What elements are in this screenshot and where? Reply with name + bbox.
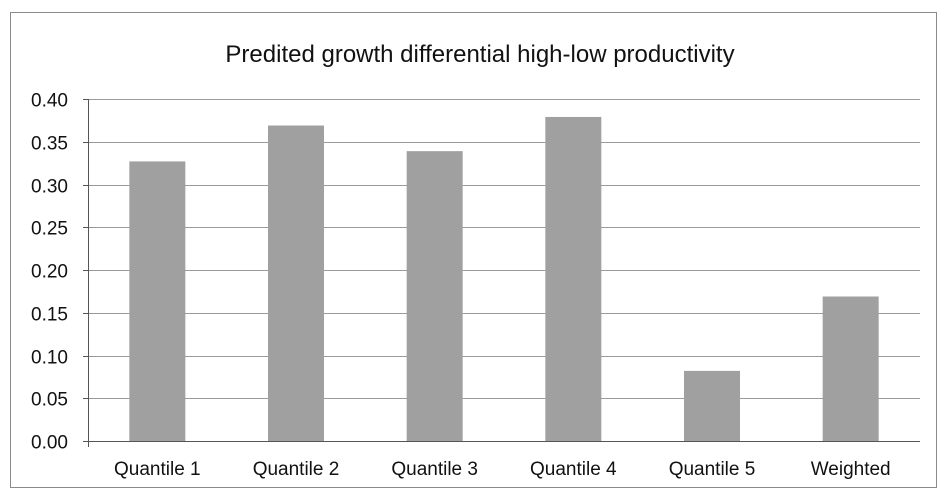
- y-tick-label: 0.35: [31, 134, 68, 155]
- x-category-label: Weighted: [811, 459, 891, 480]
- bar-quantile-2: [268, 126, 324, 441]
- bar-quantile-3: [407, 151, 463, 441]
- y-tick-label: 0.25: [31, 219, 68, 240]
- bar-quantile-1: [129, 161, 185, 441]
- chart-title: Predited growth differential high-low pr…: [225, 41, 734, 68]
- y-tick-label: 0.00: [31, 433, 68, 454]
- x-category-label: Quantile 2: [253, 459, 340, 480]
- x-category-label: Quantile 5: [669, 459, 756, 480]
- x-category-label: Quantile 1: [114, 459, 201, 480]
- y-tick-label: 0.40: [31, 91, 68, 112]
- bar-weighted: [823, 297, 879, 441]
- bar-quantile-5: [684, 371, 740, 441]
- bar-quantile-4: [545, 117, 601, 441]
- y-axis-tick-labels: 0.00 0.05 0.10 0.15 0.20 0.25 0.30 0.35 0.40: [31, 91, 68, 454]
- x-category-label: Quantile 3: [391, 459, 478, 480]
- x-category-label: Quantile 4: [530, 459, 617, 480]
- y-tick-label: 0.20: [31, 262, 68, 283]
- y-tick-label: 0.10: [31, 348, 68, 369]
- y-tick-label: 0.30: [31, 177, 68, 198]
- y-tick-label: 0.15: [31, 305, 68, 326]
- y-tick-label: 0.05: [31, 390, 68, 411]
